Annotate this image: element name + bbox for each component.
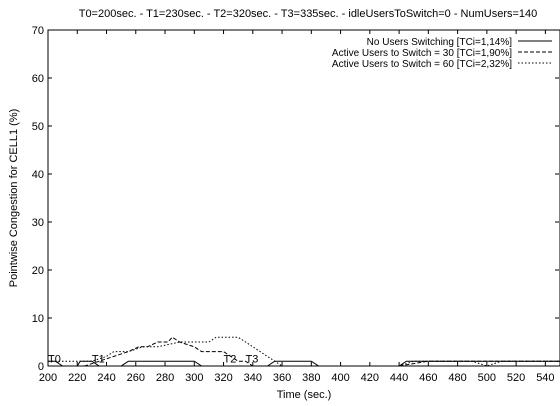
x-tick-label: 300 [185,372,203,384]
y-tick-label: 30 [32,217,44,229]
x-tick-label: 440 [390,372,408,384]
annotation-t1: T1 [92,354,105,366]
chart-title: T0=200sec. - T1=230sec. - T2=320sec. - T… [79,8,538,20]
y-tick-label: 10 [32,313,44,325]
x-tick-label: 200 [39,372,57,384]
x-tick-label: 240 [97,372,115,384]
legend-label-3: Active Users to Switch = 60 [TCi=2,32%] [332,59,512,70]
y-tick-label: 60 [32,73,44,85]
x-tick-label: 380 [302,372,320,384]
x-tick-label: 340 [244,372,262,384]
series-line-1 [48,360,560,367]
x-tick-label: 260 [127,372,145,384]
y-tick-label: 50 [32,121,44,133]
legend-label-2: Active Users to Switch = 30 [TCi=1,90%] [332,48,512,59]
x-tick-label: 280 [156,372,174,384]
annotation-t3: T3 [245,354,258,366]
x-axis: 200 220 240 260 280 300 320 340 360 380 400 420 440 4… [39,30,555,384]
y-axis-label: Pointwise Congestion for CELL1 (%) [8,109,20,288]
legend: No Users Switching [TCi=1,14%]Active Use… [332,37,552,70]
annotation-t0: T0 [48,354,61,366]
legend-label-1: No Users Switching [TCi=1,14%] [367,37,513,48]
series-layer [48,336,560,367]
y-tick-label: 20 [32,265,44,277]
y-axis: 0 10 20 30 40 50 60 70 [32,25,559,373]
x-tick-label: 460 [419,372,437,384]
x-tick-label: 480 [448,372,466,384]
plot-area: 0 10 20 30 40 50 60 70 200 220 240 260 280 300 320 340… [32,25,560,384]
x-tick-label: 420 [361,372,379,384]
x-axis-label: Time (sec.) [277,389,332,401]
annotation-t2: T2 [224,354,237,366]
x-tick-label: 400 [331,372,349,384]
plot-frame [47,29,560,367]
series-line-2 [48,336,560,367]
series-line-3 [48,336,560,367]
x-tick-label: 360 [273,372,291,384]
y-tick-label: 40 [32,169,44,181]
x-tick-label: 520 [507,372,525,384]
x-tick-label: 540 [536,372,554,384]
x-tick-label: 220 [68,372,86,384]
x-tick-label: 320 [214,372,232,384]
x-tick-label: 500 [478,372,496,384]
annotation-layer: T0 T1 T2 T3 [48,354,258,366]
y-tick-label: 0 [38,361,44,373]
y-tick-label: 70 [32,25,44,37]
